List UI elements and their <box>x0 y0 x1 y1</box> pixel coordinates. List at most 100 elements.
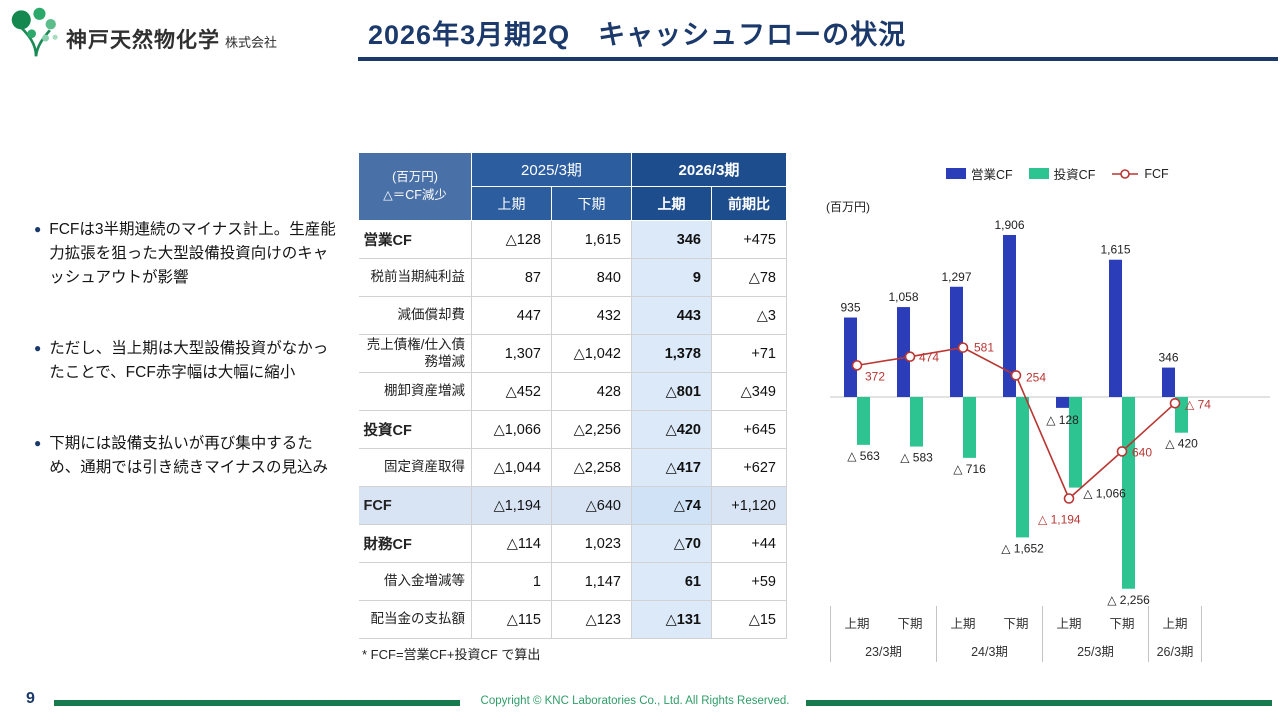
axis-period-label: 上期 <box>950 617 975 631</box>
table-cell: 1,307 <box>471 334 552 373</box>
table-cell: 1,147 <box>551 562 632 601</box>
chart-legend: 営業CF 投資CF FCF <box>946 164 1169 183</box>
bullet-item: ● 下期には設備支払いが再び集中するため、通期では引き続きマイナスの見込み <box>34 432 342 480</box>
table-row: 固定資産取得 △1,044 △2,258 △417 +627 <box>358 448 787 487</box>
cashflow-table-container: (百万円) △＝CF減少 2025/3期 2026/3期 上期 下期 上期 前期… <box>358 152 787 639</box>
row-label: 営業CF <box>358 220 472 259</box>
col-header-yoy: 前期比 <box>711 186 787 221</box>
fcf-marker <box>1010 370 1022 381</box>
table-cell: 1 <box>471 562 552 601</box>
unit-note-line2: △＝CF減少 <box>383 187 447 202</box>
col-header-2025-h2: 下期 <box>551 186 632 221</box>
bar-operating-cf <box>844 317 857 397</box>
table-cell: △420 <box>631 410 712 449</box>
table-cell: 9 <box>631 258 712 297</box>
footer-bar-left <box>54 700 460 706</box>
table-row: 棚卸資産増減 △452 428 △801 △349 <box>358 372 787 411</box>
bar-value-label: 1,297 <box>941 270 971 284</box>
bar-value-label: 1,615 <box>1100 243 1130 257</box>
table-cell: △452 <box>471 372 552 411</box>
fcf-marker <box>957 342 969 353</box>
copyright-text: Copyright © KNC Laboratories Co., Ltd. A… <box>480 695 790 707</box>
bar-value-label: 1,058 <box>888 290 918 304</box>
table-unit-note: (百万円) △＝CF減少 <box>358 152 472 221</box>
table-cell: △74 <box>631 486 712 525</box>
bar-operating-cf <box>897 307 910 397</box>
legend-swatch-investing-cf-icon <box>1028 168 1049 179</box>
col-header-2025-h1: 上期 <box>471 186 552 221</box>
legend-swatch-operating-cf-icon <box>946 168 966 179</box>
table-cell: 61 <box>631 562 712 601</box>
table-cell: 840 <box>551 258 632 297</box>
page-title: 2026年3月期2Q キャッシュフローの状況 <box>368 20 907 50</box>
company-name: 神戸天然物化学 株式会社 <box>66 24 277 54</box>
table-cell: △128 <box>471 220 552 259</box>
legend-label-investing-cf: 投資CF <box>1053 168 1096 182</box>
fcf-value-label: △ 74 <box>1185 397 1211 411</box>
table-footnote: * FCF=営業CF+投資CF で算出 <box>362 647 541 662</box>
bullet-icon: ● <box>34 341 42 356</box>
bar-operating-cf <box>950 286 963 397</box>
row-label: 財務CF <box>358 524 472 563</box>
bar-value-label: △ 2,256 <box>1107 593 1150 607</box>
table-cell: 428 <box>551 372 632 411</box>
title-underline <box>358 57 1278 61</box>
axis-year-label: 23/3期 <box>865 645 902 659</box>
bullet-text: FCFは3半期連続のマイナス計上。生産能力拡張を狙った大型設備投資向けのキャッシ… <box>49 221 336 287</box>
table-cell: 346 <box>631 220 712 259</box>
col-header-2026-h1: 上期 <box>631 186 712 221</box>
bar-value-label: △ 1,066 <box>1083 487 1126 501</box>
row-label: 配当金の支払額 <box>358 600 472 639</box>
axis-year-label: 26/3期 <box>1157 645 1194 659</box>
footer-bar-right <box>806 700 1272 706</box>
bullet-icon: ● <box>34 436 42 451</box>
table-cell: 1,615 <box>551 220 632 259</box>
table-cell: +1,120 <box>711 486 787 525</box>
bar-investing-cf <box>910 397 923 447</box>
table-cell: △70 <box>631 524 712 563</box>
legend-label-operating-cf: 営業CF <box>971 168 1013 182</box>
table-cell: △349 <box>711 372 787 411</box>
bullet-item: ● FCFは3半期連続のマイナス計上。生産能力拡張を狙った大型設備投資向けのキャ… <box>34 218 342 290</box>
table-cell: △78 <box>711 258 787 297</box>
chart-unit-label: (百万円) <box>826 200 870 214</box>
bar-value-label: △ 128 <box>1046 413 1079 427</box>
table-cell: △1,044 <box>471 448 552 487</box>
table-cell: +475 <box>711 220 787 259</box>
bar-investing-cf <box>1069 397 1082 488</box>
bar-investing-cf <box>1122 397 1135 589</box>
fcf-value-label: 474 <box>919 351 939 365</box>
table-cell: 1,378 <box>631 334 712 373</box>
table-cell: △417 <box>631 448 712 487</box>
bar-value-label: 1,906 <box>994 218 1024 232</box>
bar-operating-cf <box>1109 259 1122 397</box>
company-logo <box>11 7 58 57</box>
cashflow-table: (百万円) △＝CF減少 2025/3期 2026/3期 上期 下期 上期 前期… <box>358 152 787 639</box>
fcf-value-label: 254 <box>1026 370 1046 384</box>
table-cell: △114 <box>471 524 552 563</box>
bar-value-label: △ 420 <box>1165 437 1198 451</box>
legend-item-operating-cf: 営業CF <box>946 164 1013 183</box>
table-cell: △115 <box>471 600 552 639</box>
axis-period-label: 上期 <box>1056 617 1081 631</box>
table-cell: +44 <box>711 524 787 563</box>
table-row: FCF △1,194 △640 △74 +1,120 <box>358 486 787 525</box>
table-row: 借入金増減等 1 1,147 61 +59 <box>358 562 787 601</box>
table-row: 投資CF △1,066 △2,256 △420 +645 <box>358 410 787 449</box>
row-label: 税前当期純利益 <box>358 258 472 297</box>
row-label: 売上債権/仕入債務増減 <box>358 334 472 373</box>
bar-investing-cf <box>857 397 870 445</box>
bar-value-label: △ 1,652 <box>1001 541 1044 555</box>
table-row: 配当金の支払額 △115 △123 △131 △15 <box>358 600 787 639</box>
bar-investing-cf <box>963 397 976 458</box>
fcf-marker <box>1063 493 1075 504</box>
bullet-text: 下期には設備支払いが再び集中するため、通期では引き続きマイナスの見込み <box>49 435 328 477</box>
table-cell: △15 <box>711 600 787 639</box>
bullet-icon: ● <box>34 222 42 236</box>
row-label: FCF <box>358 486 472 525</box>
row-label: 固定資産取得 <box>358 448 472 487</box>
page-number: 9 <box>26 690 35 707</box>
bar-operating-cf <box>1162 367 1175 397</box>
table-cell: △131 <box>631 600 712 639</box>
table-cell: 87 <box>471 258 552 297</box>
